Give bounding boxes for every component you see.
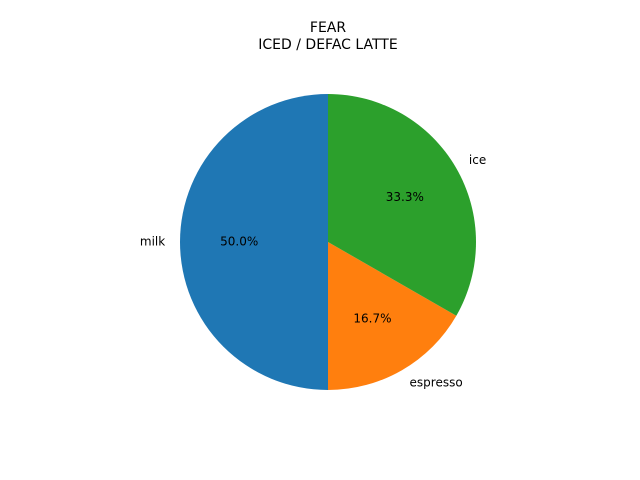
slice-percent-milk: 50.0%: [220, 235, 258, 249]
chart-title-line-1: FEAR: [310, 20, 346, 36]
slice-label-espresso: espresso: [410, 375, 463, 389]
pie-plot-area: milk 50.0% espresso 16.7% ice 33.3%: [140, 94, 486, 390]
slice-percent-espresso: 16.7%: [353, 311, 391, 325]
slice-label-milk: milk: [140, 235, 165, 249]
slice-label-ice: ice: [469, 153, 486, 167]
pie-slice-milk: [180, 94, 328, 390]
slice-percent-ice: 33.3%: [386, 190, 424, 204]
chart-title-line-2: ICED / DEFAC LATTE: [258, 37, 397, 53]
pie-slice-ice: [328, 94, 477, 316]
pie-slice-espresso: [328, 242, 457, 390]
